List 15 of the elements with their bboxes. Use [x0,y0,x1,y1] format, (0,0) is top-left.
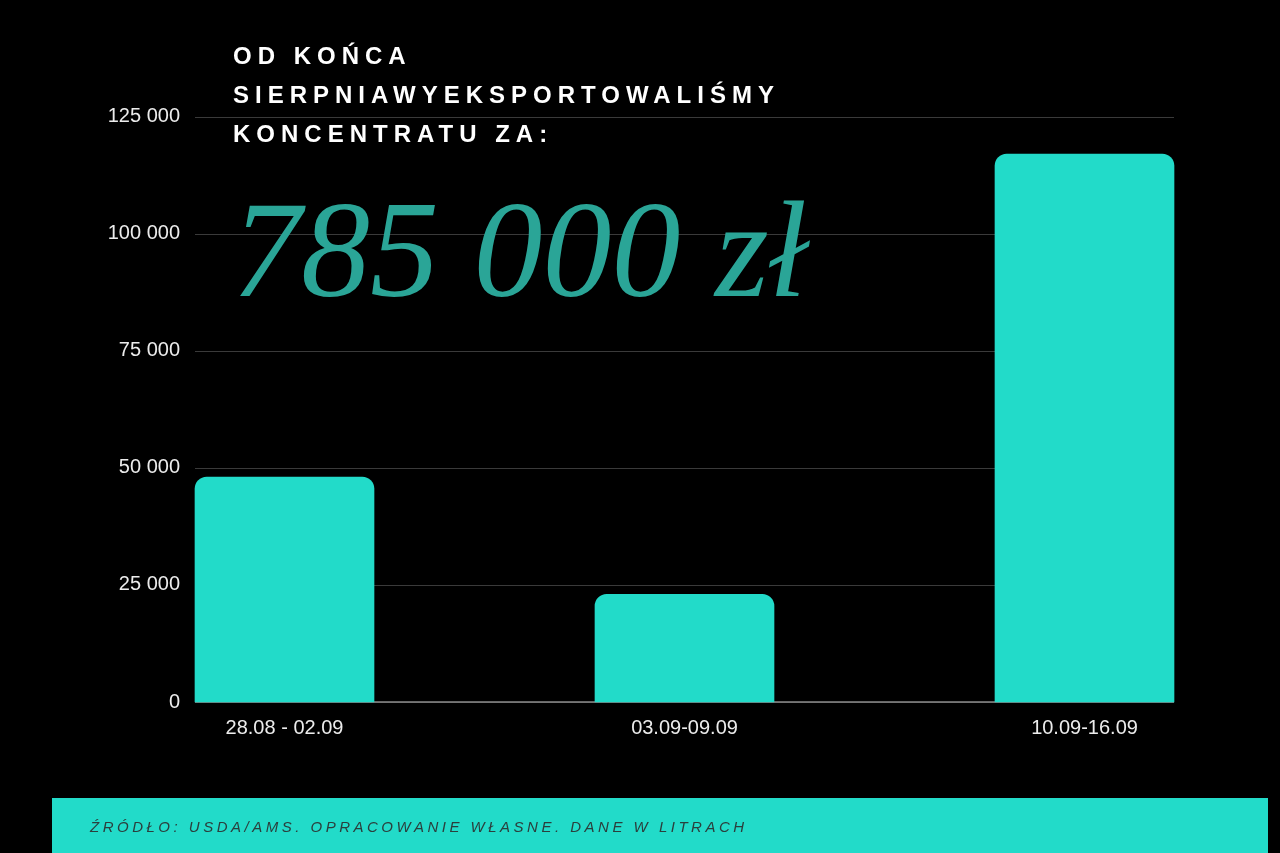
y-tick-label: 0 [168,689,180,712]
x-tick-label: 03.09-09.09 [631,715,738,738]
x-tick-label: 28.08 - 02.09 [225,715,344,738]
y-tick-label: 100 000 [107,221,180,244]
text: ŹRÓDŁO: USDA/AMS. OPRACOWANIE WŁASNE. DANE W LITRACH [90,817,748,837]
bar [594,593,775,703]
y-tick-label: 25 000 [118,572,180,595]
y-tick-label: 125 000 [107,104,180,127]
chart-title: OD KOŃCA SIERPNIAWYEKSPORTOWALIŚMY KONCENTRATU ZA: [233,41,781,149]
y-tick-label: 75 000 [118,338,180,361]
bar [194,476,375,703]
chart-subtitle: 785 000 zł [232,173,808,326]
x-tick-label: 10.09-16.09 [1031,715,1138,738]
bar [994,153,1175,703]
y-tick-label: 50 000 [118,455,180,478]
